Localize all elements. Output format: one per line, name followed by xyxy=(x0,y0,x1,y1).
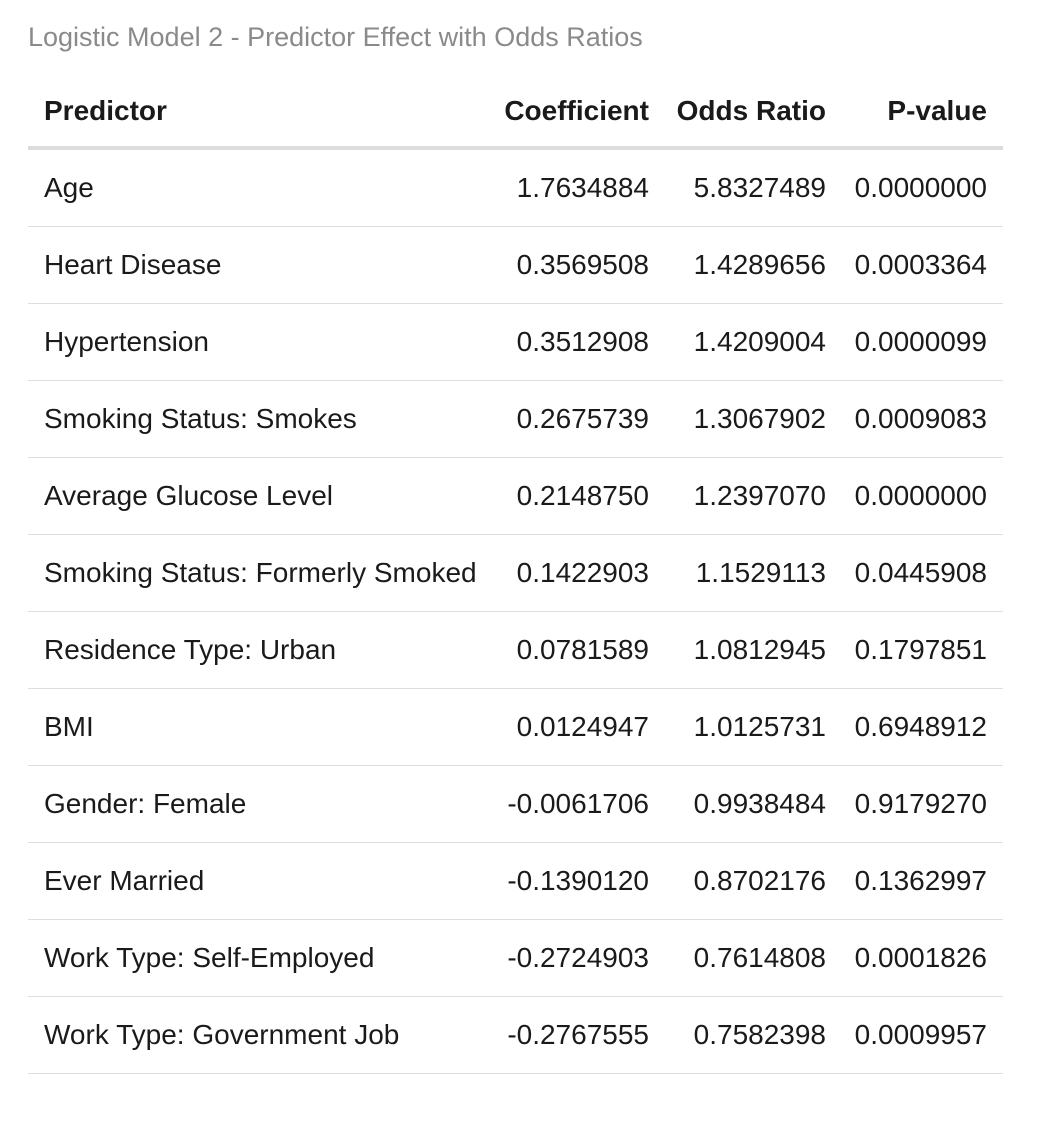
cell-p-value: 0.1797851 xyxy=(842,611,1003,689)
cell-predictor: Hypertension xyxy=(28,303,494,381)
header-row: Predictor Coefficient Odds Ratio P-value xyxy=(28,76,1003,150)
table-caption: Logistic Model 2 - Predictor Effect with… xyxy=(28,22,643,52)
cell-p-value: 0.0009083 xyxy=(842,380,1003,458)
cell-p-value: 0.9179270 xyxy=(842,765,1003,843)
cell-predictor: Smoking Status: Formerly Smoked xyxy=(28,534,494,612)
cell-coefficient: 1.7634884 xyxy=(494,148,665,227)
cell-p-value: 0.0003364 xyxy=(842,226,1003,304)
cell-coefficient: 0.3512908 xyxy=(494,303,665,381)
table-row: Heart Disease 0.3569508 1.4289656 0.0003364 xyxy=(28,226,1003,304)
cell-predictor: BMI xyxy=(28,688,494,766)
cell-odds-ratio: 5.8327489 xyxy=(665,148,842,227)
cell-p-value: 0.0001826 xyxy=(842,919,1003,997)
table-row: Age 1.7634884 5.8327489 0.0000000 xyxy=(28,148,1003,227)
cell-p-value: 0.0009957 xyxy=(842,996,1003,1074)
odds-ratio-table: Predictor Coefficient Odds Ratio P-value… xyxy=(28,76,1003,1074)
cell-coefficient: -0.2767555 xyxy=(494,996,665,1074)
table-row: Work Type: Government Job -0.2767555 0.758… xyxy=(28,996,1003,1074)
cell-odds-ratio: 0.9938484 xyxy=(665,765,842,843)
cell-predictor: Ever Married xyxy=(28,842,494,920)
cell-p-value: 0.0000000 xyxy=(842,457,1003,535)
table-row: Hypertension 0.3512908 1.4209004 0.0000099 xyxy=(28,303,1003,381)
table-row: Ever Married -0.1390120 0.8702176 0.1362997 xyxy=(28,842,1003,920)
cell-predictor: Smoking Status: Smokes xyxy=(28,380,494,458)
table-row: Smoking Status: Formerly Smoked 0.1422903… xyxy=(28,534,1003,612)
table-header: Predictor Coefficient Odds Ratio P-value xyxy=(28,76,1003,150)
header-predictor: Predictor xyxy=(28,76,494,150)
cell-odds-ratio: 0.7614808 xyxy=(665,919,842,997)
cell-odds-ratio: 1.0125731 xyxy=(665,688,842,766)
cell-p-value: 0.1362997 xyxy=(842,842,1003,920)
cell-odds-ratio: 1.1529113 xyxy=(665,534,842,612)
cell-coefficient: 0.0124947 xyxy=(494,688,665,766)
table-body: Age 1.7634884 5.8327489 0.0000000 Heart Dise… xyxy=(28,148,1003,1074)
cell-odds-ratio: 1.4209004 xyxy=(665,303,842,381)
cell-odds-ratio: 1.4289656 xyxy=(665,226,842,304)
cell-odds-ratio: 0.7582398 xyxy=(665,996,842,1074)
cell-odds-ratio: 1.2397070 xyxy=(665,457,842,535)
table-row: Average Glucose Level 0.2148750 1.2397070 0… xyxy=(28,457,1003,535)
cell-coefficient: -0.0061706 xyxy=(494,765,665,843)
cell-p-value: 0.0445908 xyxy=(842,534,1003,612)
table-row: BMI 0.0124947 1.0125731 0.6948912 xyxy=(28,688,1003,766)
cell-coefficient: 0.2148750 xyxy=(494,457,665,535)
cell-coefficient: 0.3569508 xyxy=(494,226,665,304)
cell-coefficient: 0.0781589 xyxy=(494,611,665,689)
cell-predictor: Gender: Female xyxy=(28,765,494,843)
header-p-value: P-value xyxy=(842,76,1003,150)
table-row: Residence Type: Urban 0.0781589 1.0812945 0… xyxy=(28,611,1003,689)
cell-p-value: 0.6948912 xyxy=(842,688,1003,766)
header-odds-ratio: Odds Ratio xyxy=(665,76,842,150)
cell-coefficient: 0.2675739 xyxy=(494,380,665,458)
cell-predictor: Work Type: Government Job xyxy=(28,996,494,1074)
cell-p-value: 0.0000099 xyxy=(842,303,1003,381)
table-row: Gender: Female -0.0061706 0.9938484 0.91792… xyxy=(28,765,1003,843)
table-row: Smoking Status: Smokes 0.2675739 1.3067902… xyxy=(28,380,1003,458)
cell-predictor: Average Glucose Level xyxy=(28,457,494,535)
cell-predictor: Work Type: Self-Employed xyxy=(28,919,494,997)
cell-predictor: Age xyxy=(28,148,494,227)
cell-predictor: Residence Type: Urban xyxy=(28,611,494,689)
cell-odds-ratio: 0.8702176 xyxy=(665,842,842,920)
table-row: Work Type: Self-Employed -0.2724903 0.7614… xyxy=(28,919,1003,997)
cell-odds-ratio: 1.0812945 xyxy=(665,611,842,689)
cell-coefficient: -0.1390120 xyxy=(494,842,665,920)
results-table-container: Logistic Model 2 - Predictor Effect with… xyxy=(28,0,1003,1074)
cell-odds-ratio: 1.3067902 xyxy=(665,380,842,458)
cell-predictor: Heart Disease xyxy=(28,226,494,304)
cell-p-value: 0.0000000 xyxy=(842,148,1003,227)
cell-coefficient: -0.2724903 xyxy=(494,919,665,997)
header-coefficient: Coefficient xyxy=(494,76,665,150)
cell-coefficient: 0.1422903 xyxy=(494,534,665,612)
